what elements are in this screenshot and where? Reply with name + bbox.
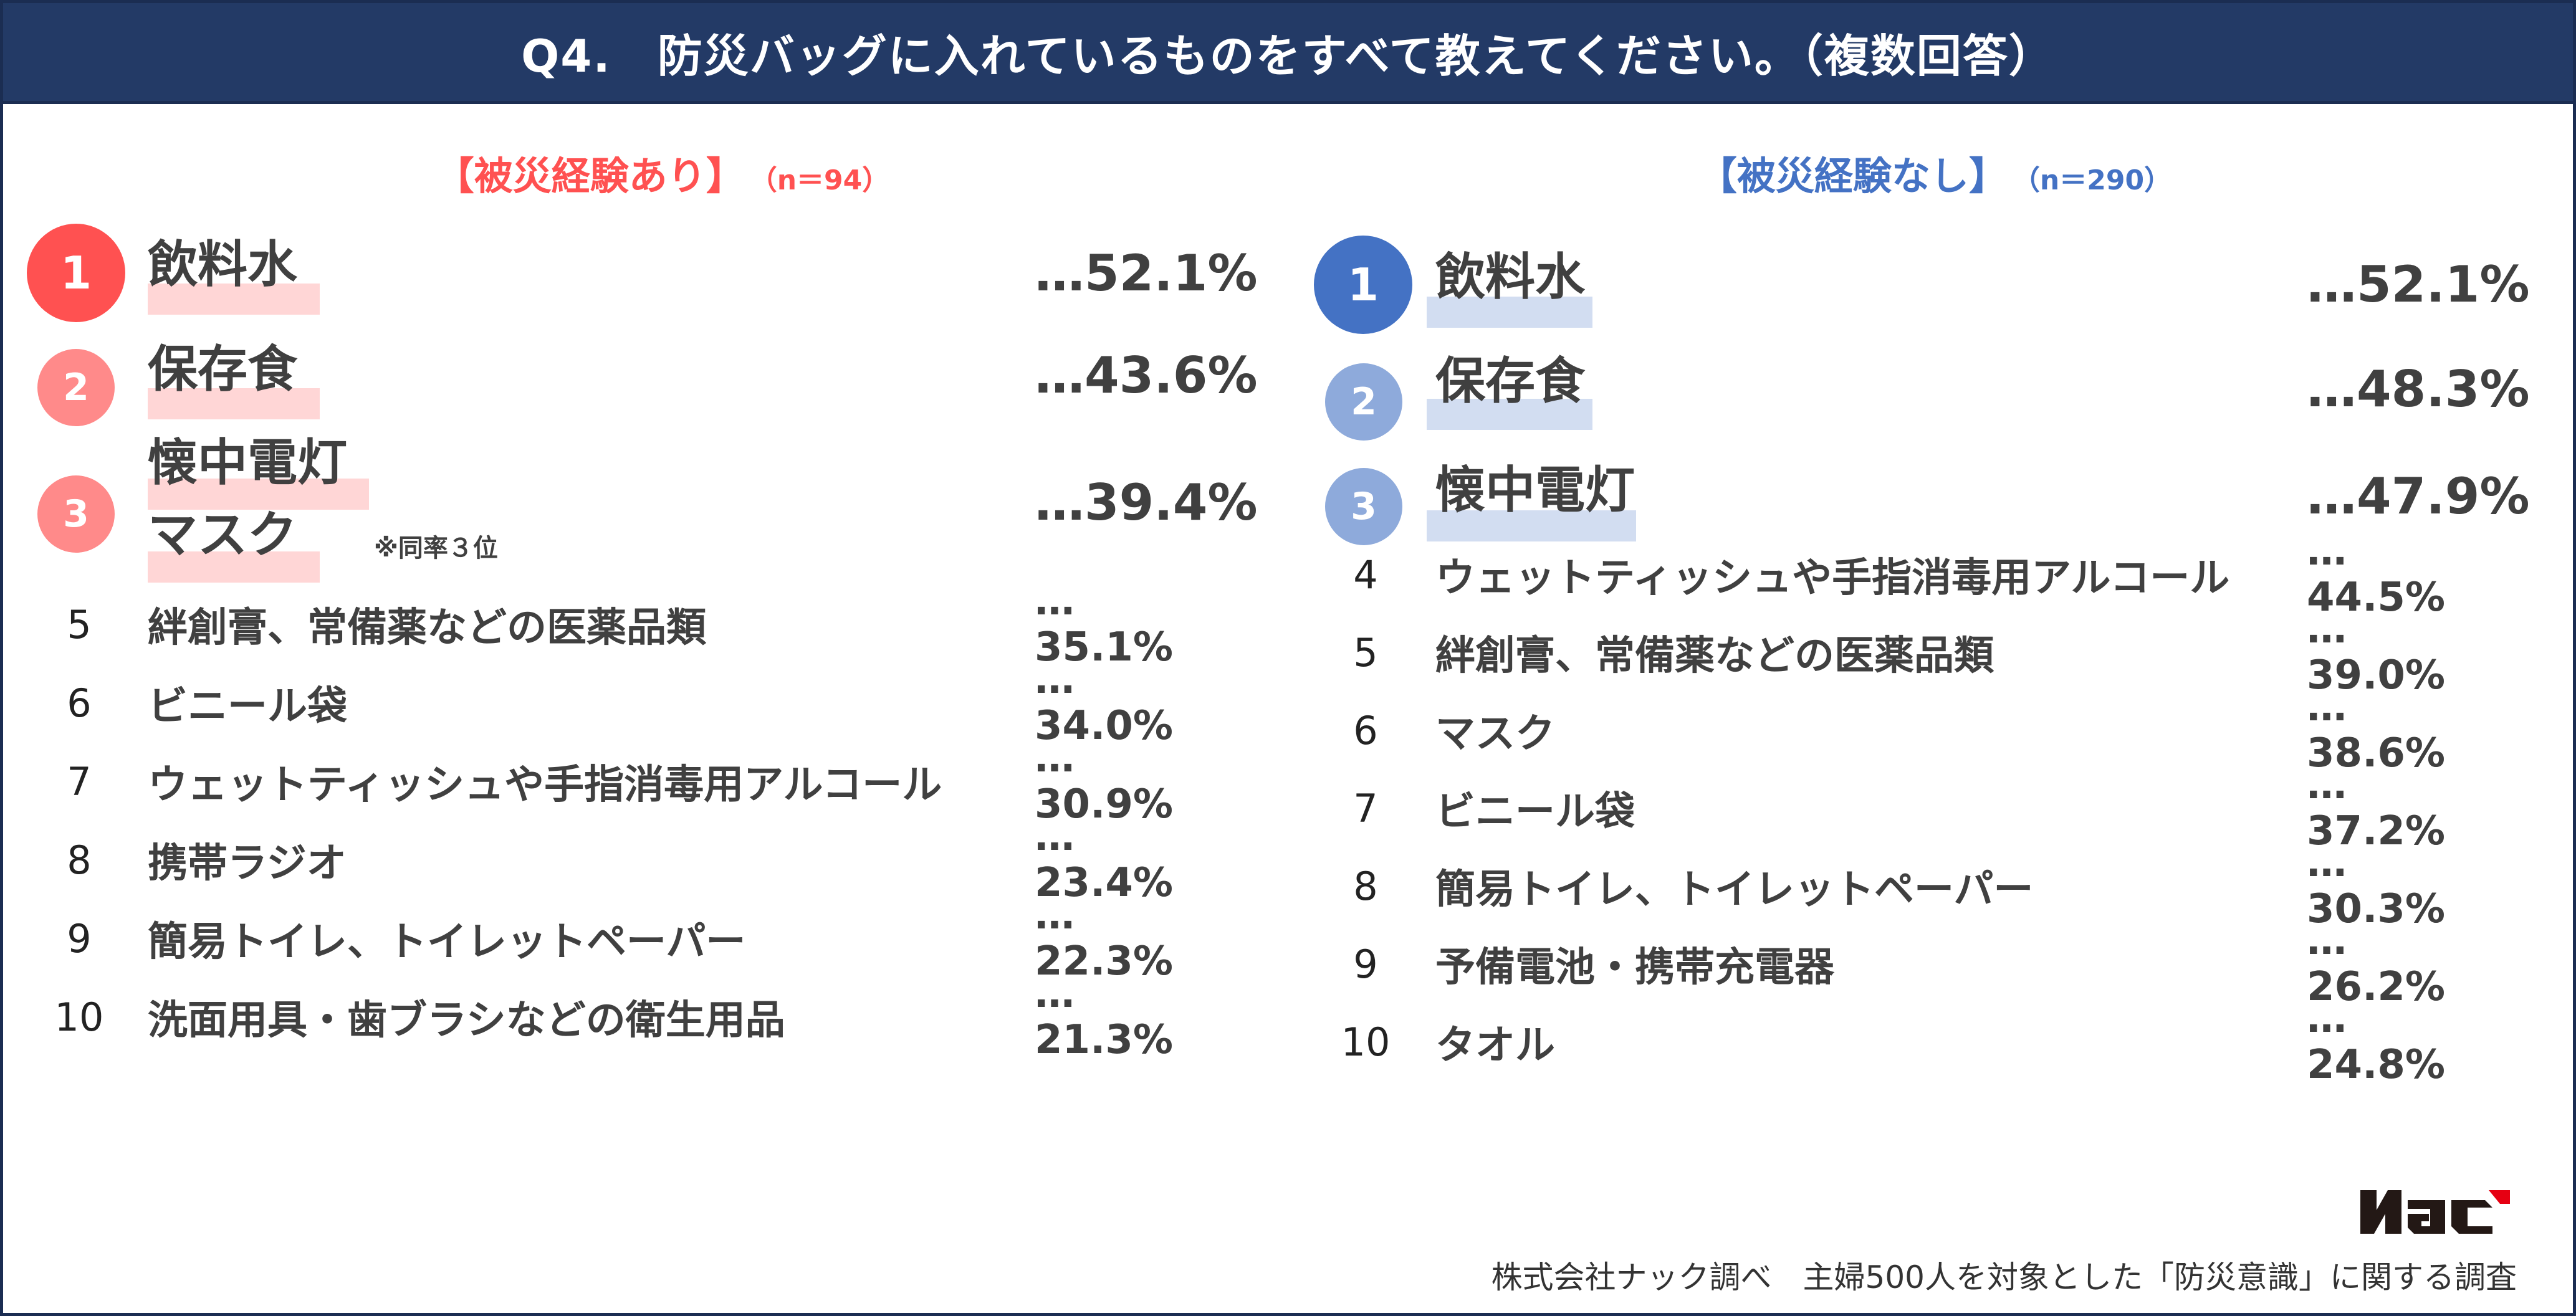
item-percent: …22.3% bbox=[1035, 892, 1174, 985]
item-percent: …30.3% bbox=[2307, 840, 2446, 932]
sample-size: （n＝290） bbox=[2026, 164, 2172, 196]
item-percent: …30.9% bbox=[1035, 735, 1174, 827]
rank-2-percent: …48.3% bbox=[2307, 360, 2530, 418]
item-label: ビニール袋 bbox=[148, 684, 347, 730]
highlight-bar bbox=[148, 388, 320, 419]
rank-1-label: 飲料水 bbox=[148, 236, 297, 293]
rank-3-badge: 3 bbox=[37, 475, 115, 553]
item-label: ウェットティッシュや手指消毒用アルコール bbox=[148, 762, 942, 808]
item-label: 予備電池・携帯充電器 bbox=[1435, 945, 1834, 991]
item-label: 絆創膏、常備薬などの医薬品類 bbox=[1435, 633, 1994, 679]
panel-heading: 【被災経験あり】 （n＝94） bbox=[3, 145, 1291, 201]
panel-heading: 【被災経験なし】 （n＝290） bbox=[1291, 145, 2573, 201]
item-label: 簡易トイレ、トイレットペーパー bbox=[1435, 867, 2034, 913]
rank-number: 5 bbox=[67, 601, 92, 647]
item-label: マスク bbox=[1435, 711, 1555, 757]
rank-2-badge: 2 bbox=[1325, 363, 1402, 441]
rank-3-percent: …39.4% bbox=[1035, 474, 1258, 532]
item-percent: …37.2% bbox=[2307, 762, 2446, 854]
highlight-bar bbox=[1427, 399, 1592, 430]
question-title: Q4. 防災バッグに入れているものをすべて教えてください。（複数回答） bbox=[521, 30, 2055, 82]
highlight-bar bbox=[1427, 510, 1636, 541]
rank-3-label: 懐中電灯 bbox=[1435, 461, 1635, 519]
item-label: 携帯ラジオ bbox=[148, 841, 347, 887]
rank-number: 10 bbox=[54, 994, 104, 1040]
rank-1-label: 飲料水 bbox=[1435, 248, 1585, 306]
rank-1-badge: 1 bbox=[27, 224, 125, 322]
item-label: ウェットティッシュや手指消毒用アルコール bbox=[1435, 555, 2230, 601]
rank-number: 8 bbox=[1353, 863, 1378, 909]
item-percent: …34.0% bbox=[1035, 657, 1174, 749]
rank-number: 6 bbox=[1353, 707, 1378, 753]
rank-2-percent: …43.6% bbox=[1035, 346, 1258, 404]
group-label: 【被災経験あり】 bbox=[435, 153, 745, 199]
rank-number: 9 bbox=[67, 915, 92, 961]
tie-note: ※同率３位 bbox=[374, 534, 498, 563]
rank-number: 9 bbox=[1353, 941, 1378, 987]
item-percent: …44.5% bbox=[2307, 528, 2446, 621]
source-credit: 株式会社ナック調べ 主婦500人を対象とした「防災意識」に関する調査 bbox=[1491, 1259, 2517, 1295]
item-label: ビニール袋 bbox=[1435, 789, 1635, 835]
highlight-bar bbox=[1427, 297, 1592, 328]
item-label: 洗面用具・歯ブラシなどの衛生用品 bbox=[148, 998, 785, 1044]
sample-size: （n＝94） bbox=[763, 164, 890, 196]
item-percent: …35.1% bbox=[1035, 578, 1174, 670]
rank-number: 10 bbox=[1341, 1019, 1391, 1065]
rank-3-label-b: マスク bbox=[148, 506, 297, 564]
item-percent: …38.6% bbox=[2307, 684, 2446, 776]
rank-3-percent: …47.9% bbox=[2307, 467, 2530, 525]
header-bar: Q4. 防災バッグに入れているものをすべて教えてください。（複数回答） bbox=[3, 3, 2573, 104]
nac-logo-icon bbox=[2360, 1190, 2510, 1234]
item-label: 絆創膏、常備薬などの医薬品類 bbox=[148, 605, 706, 651]
rank-number: 4 bbox=[1353, 551, 1378, 598]
rank-number: 7 bbox=[67, 758, 92, 804]
item-percent: …26.2% bbox=[2307, 918, 2446, 1010]
rank-number: 7 bbox=[1353, 785, 1378, 831]
item-percent: …24.8% bbox=[2307, 996, 2446, 1088]
rank-3-badge: 3 bbox=[1325, 468, 1402, 545]
group-label: 【被災経験なし】 bbox=[1698, 153, 2008, 199]
rank-2-label: 保存食 bbox=[148, 340, 297, 398]
item-percent: …39.0% bbox=[2307, 606, 2446, 699]
rank-number: 6 bbox=[67, 680, 92, 726]
rank-2-label: 保存食 bbox=[1435, 352, 1585, 410]
item-label: 簡易トイレ、トイレットペーパー bbox=[148, 919, 746, 965]
rank-1-badge: 1 bbox=[1314, 236, 1412, 334]
rank-3-label-a: 懐中電灯 bbox=[148, 434, 347, 492]
rank-number: 5 bbox=[1353, 629, 1378, 675]
highlight-bar bbox=[148, 551, 320, 583]
rank-2-badge: 2 bbox=[37, 349, 115, 426]
item-percent: …23.4% bbox=[1035, 814, 1174, 906]
item-label: タオル bbox=[1435, 1023, 1555, 1069]
highlight-bar bbox=[148, 479, 369, 510]
rank-number: 8 bbox=[67, 837, 92, 883]
rank-1-percent: …52.1% bbox=[2307, 255, 2530, 313]
item-percent: …21.3% bbox=[1035, 971, 1174, 1063]
rank-1-percent: …52.1% bbox=[1035, 244, 1258, 302]
highlight-bar bbox=[148, 284, 320, 315]
